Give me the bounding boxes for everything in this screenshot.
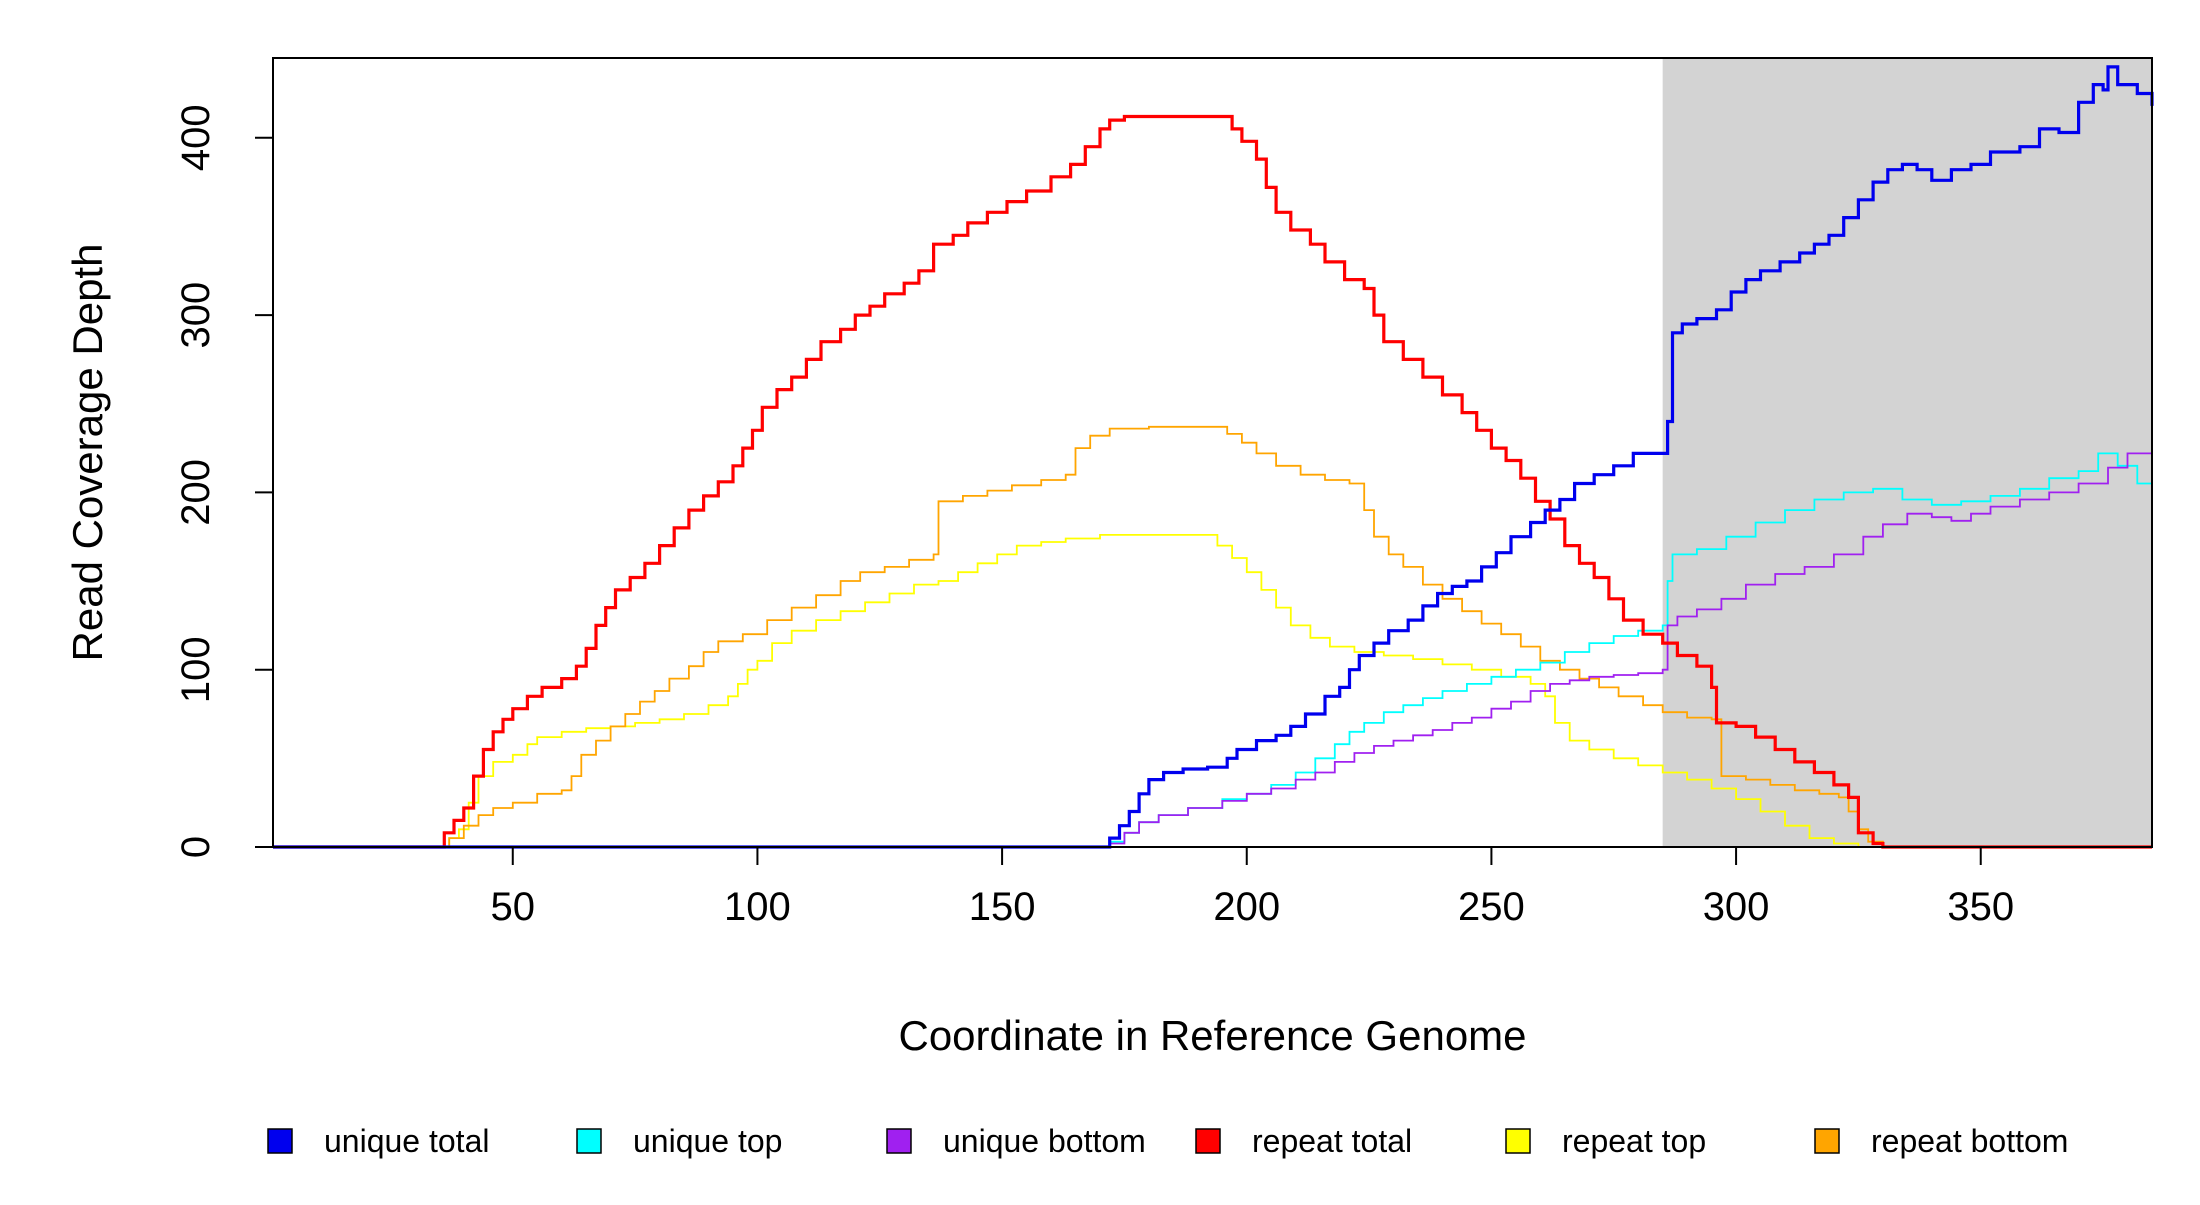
y-axis-title: Read Coverage Depth — [64, 244, 111, 662]
x-tick-label: 300 — [1703, 885, 1770, 929]
series-line-unique-bottom — [273, 452, 2153, 848]
legend-label: repeat bottom — [1871, 1123, 2068, 1159]
series-line-repeat-bottom — [273, 425, 2152, 848]
x-tick-label: 200 — [1213, 885, 1280, 929]
y-tick-label: 200 — [174, 459, 218, 526]
legend-label: unique total — [324, 1123, 489, 1159]
legend-swatch — [886, 1128, 912, 1154]
legend: unique total unique top unique bottom repea… — [267, 1123, 2068, 1159]
plot-frame — [272, 57, 2153, 848]
x-tick-label: 250 — [1458, 885, 1525, 929]
shaded-region — [1662, 58, 2152, 847]
x-tick-label: 150 — [969, 885, 1036, 929]
legend-swatch — [1814, 1128, 1840, 1154]
x-axis: 50 100 150 200 250 300 350 — [491, 847, 2014, 929]
legend-swatch — [1505, 1128, 1531, 1154]
legend-label: repeat top — [1562, 1123, 1706, 1159]
series-line-repeat-total — [273, 114, 2152, 849]
legend-swatch — [1195, 1128, 1221, 1154]
y-tick-label: 300 — [174, 282, 218, 349]
y-tick-label: 400 — [174, 104, 218, 171]
y-tick-label: 100 — [174, 636, 218, 703]
x-tick-label: 100 — [724, 885, 791, 929]
series-line-unique-total — [273, 65, 2154, 849]
legend-label: unique top — [633, 1123, 782, 1159]
x-tick-label: 350 — [1947, 885, 2014, 929]
y-axis: 0 100 200 300 400 — [174, 104, 273, 858]
legend-label: unique bottom — [943, 1123, 1146, 1159]
legend-swatch — [267, 1128, 293, 1154]
series-layer — [273, 65, 2154, 849]
x-axis-title: Coordinate in Reference Genome — [898, 1012, 1526, 1059]
y-tick-label: 0 — [174, 836, 218, 858]
legend-label: repeat total — [1252, 1123, 1412, 1159]
legend-swatch — [576, 1128, 602, 1154]
x-tick-label: 50 — [491, 885, 536, 929]
